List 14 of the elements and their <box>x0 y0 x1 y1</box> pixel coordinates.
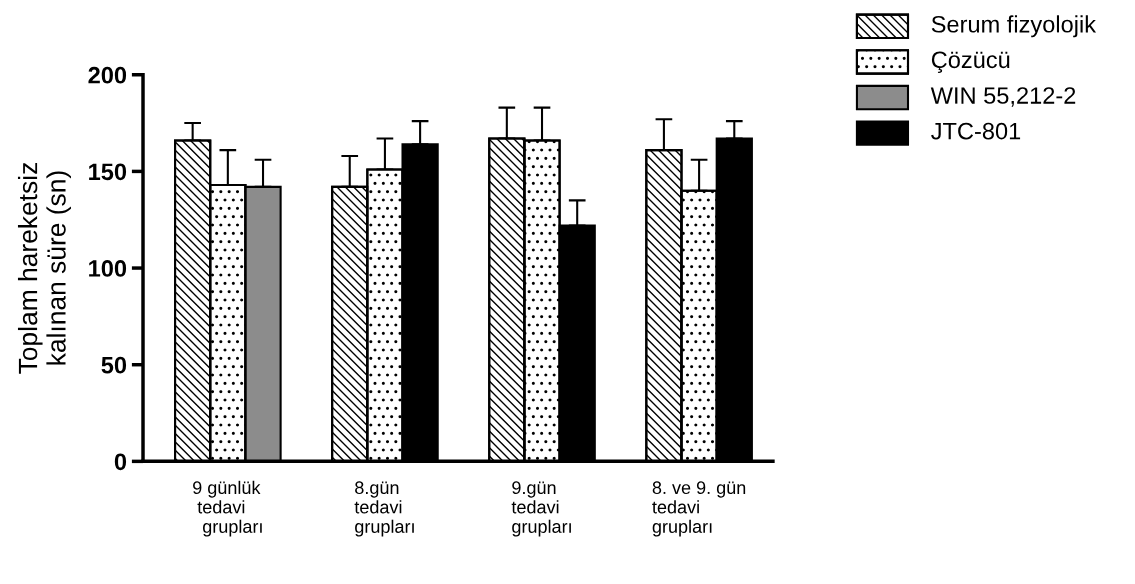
y-tick-label: 0 <box>114 453 127 471</box>
y-tick-label: 100 <box>89 260 127 277</box>
y-axis-title: Toplam hareketsiz kalınan süre (sn) <box>17 163 71 374</box>
y-tick-label: 50 <box>101 356 127 374</box>
x-tick-label: 9 günlük tedavi grupları <box>193 480 262 537</box>
y-tick-label: 150 <box>89 163 127 181</box>
y-tick-label: 200 <box>88 66 127 84</box>
legend-label: JTC-801 <box>931 122 1021 140</box>
x-tick-label: 8.gün tedavi grupları <box>354 481 414 537</box>
x-tick-label: 8. ve 9. gün tedavi grupları <box>652 481 746 537</box>
legend-label: Çözücü <box>931 51 1010 73</box>
x-tick-label: 9.gün tedavi grupları <box>511 481 571 537</box>
legend-label: Serum fizyolojik <box>931 15 1097 38</box>
legend-label: WIN 55,212-2 <box>930 87 1076 107</box>
